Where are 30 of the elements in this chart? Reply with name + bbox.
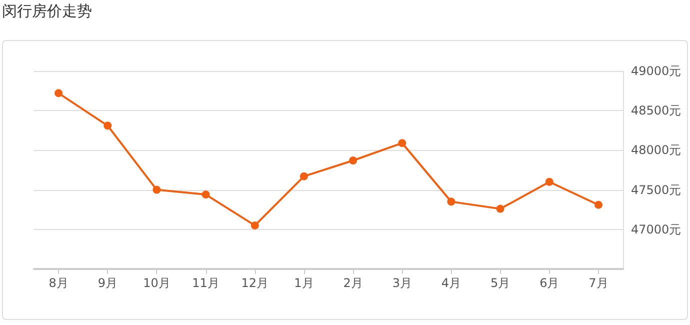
point [202, 190, 210, 199]
x-tick-label: 8月 [48, 276, 68, 290]
y-tick-label: 48500元 [631, 104, 682, 118]
x-tick-label: 12月 [241, 276, 269, 290]
point [54, 89, 63, 98]
y-tick-label: 49000元 [631, 64, 682, 78]
x-tick-label: 4月 [441, 276, 462, 290]
point [349, 156, 358, 164]
x-tick-label: 11月 [192, 276, 220, 290]
x-tick-label: 6月 [540, 276, 560, 290]
point [398, 139, 406, 148]
point [104, 122, 112, 130]
point [594, 200, 602, 209]
point [545, 178, 554, 186]
point [300, 172, 308, 180]
point [496, 204, 504, 213]
y-tick-label: 48000元 [631, 143, 682, 158]
x-tick-label: 2月 [343, 276, 363, 290]
x-tick-label: 7月 [588, 276, 608, 290]
x-tick-label: 3月 [392, 276, 412, 290]
x-tick-label: 5月 [490, 276, 510, 290]
y-tick-label: 47500元 [631, 182, 682, 197]
x-tick-label: 9月 [98, 276, 118, 290]
x-tick-label: 1月 [294, 276, 314, 290]
x-tick-label: 10月 [143, 276, 170, 290]
y-tick-label: 47000元 [631, 222, 682, 236]
chart-title: 闵行房价走势 [2, 2, 92, 21]
point [152, 186, 161, 194]
point [250, 221, 259, 230]
point [447, 198, 456, 206]
